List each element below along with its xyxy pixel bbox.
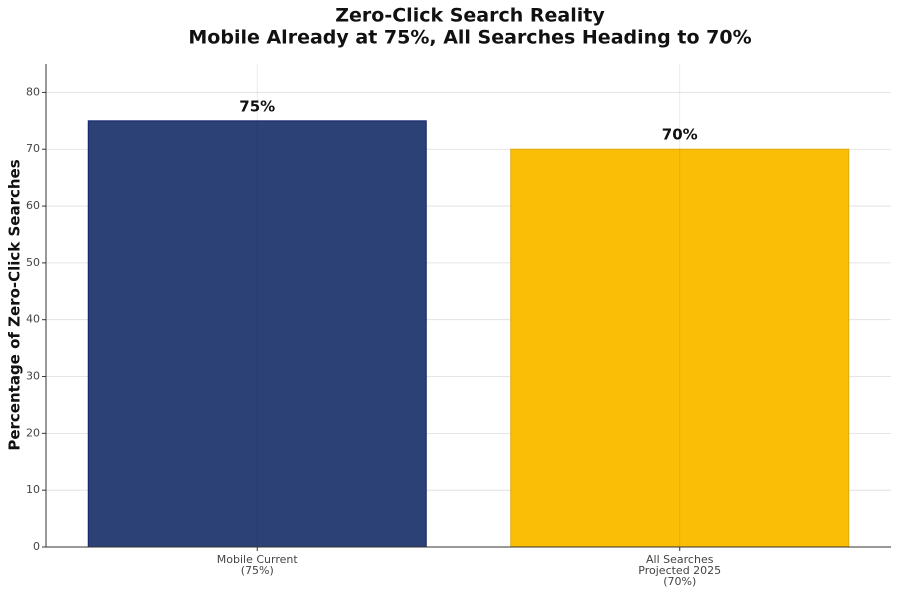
bar xyxy=(87,120,427,548)
y-tick-label: 30 xyxy=(26,370,40,383)
y-tick-label: 60 xyxy=(26,199,40,212)
bar xyxy=(510,148,850,548)
x-tick-label: (70%) xyxy=(663,575,696,588)
x-tick-label: Projected 2025 xyxy=(638,564,721,577)
chart-title: Zero-Click Search Reality xyxy=(335,5,605,27)
chart-title: Mobile Already at 75%, All Searches Head… xyxy=(188,27,751,49)
x-tick-label: All Searches xyxy=(646,553,714,566)
y-tick-label: 20 xyxy=(26,426,40,439)
value-label: 70% xyxy=(662,126,698,144)
x-tick-label: Mobile Current xyxy=(217,553,299,566)
y-tick-label: 0 xyxy=(33,540,40,553)
y-tick-label: 40 xyxy=(26,313,40,326)
y-tick-label: 80 xyxy=(26,85,40,98)
y-tick-label: 70 xyxy=(26,142,40,155)
y-tick-label: 10 xyxy=(26,483,40,496)
y-axis-label: Percentage of Zero-Click Searches xyxy=(6,159,24,450)
value-label: 75% xyxy=(239,97,275,115)
y-tick-label: 50 xyxy=(26,256,40,269)
x-tick-label: (75%) xyxy=(241,564,274,577)
